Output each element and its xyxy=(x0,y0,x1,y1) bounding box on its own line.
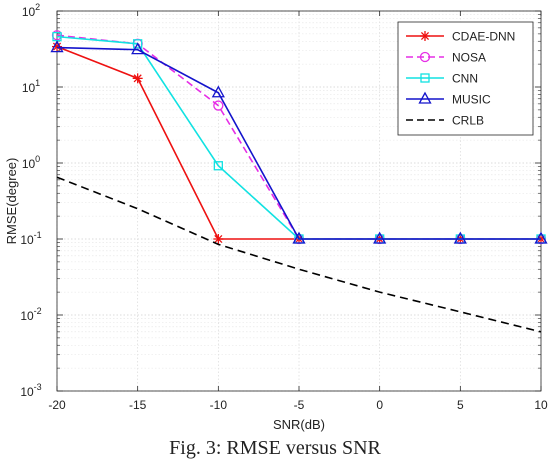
y-tick-label: 100 xyxy=(22,154,40,171)
x-tick-label: -20 xyxy=(48,398,66,412)
x-tick-label: -5 xyxy=(294,398,305,412)
y-tick-label: 10-1 xyxy=(20,230,41,247)
y-tick-label: 102 xyxy=(22,2,40,19)
legend-label: MUSIC xyxy=(452,93,491,107)
x-axis-label: SNR(dB) xyxy=(273,417,325,432)
rmse-chart: -20 -15 -10 -5 0 5 10 10-3 10-2 10-1 100 101 102 CDA… xyxy=(0,0,550,435)
x-tick-label: -15 xyxy=(129,398,147,412)
y-tick-label: 10-3 xyxy=(20,382,41,399)
y-axis-label: RMSE(degree) xyxy=(4,158,19,245)
legend-label: CDAE-DNN xyxy=(452,30,515,44)
legend-label: NOSA xyxy=(452,51,486,65)
x-tick-label: 5 xyxy=(457,398,464,412)
y-tick-label: 10-2 xyxy=(20,306,41,323)
legend: CDAE-DNN NOSA CNN MUSIC CRLB xyxy=(398,22,533,135)
legend-marker xyxy=(420,31,430,41)
legend-label: CNN xyxy=(452,72,478,86)
legend-label: CRLB xyxy=(452,114,484,128)
data-point xyxy=(52,42,62,52)
x-tick-label: -10 xyxy=(210,398,228,412)
data-point xyxy=(133,73,143,83)
figure-caption: Fig. 3: RMSE versus SNR xyxy=(0,437,550,460)
x-tick-label: 10 xyxy=(534,398,548,412)
x-tick-label: 0 xyxy=(376,398,383,412)
y-tick-label: 101 xyxy=(22,78,40,95)
